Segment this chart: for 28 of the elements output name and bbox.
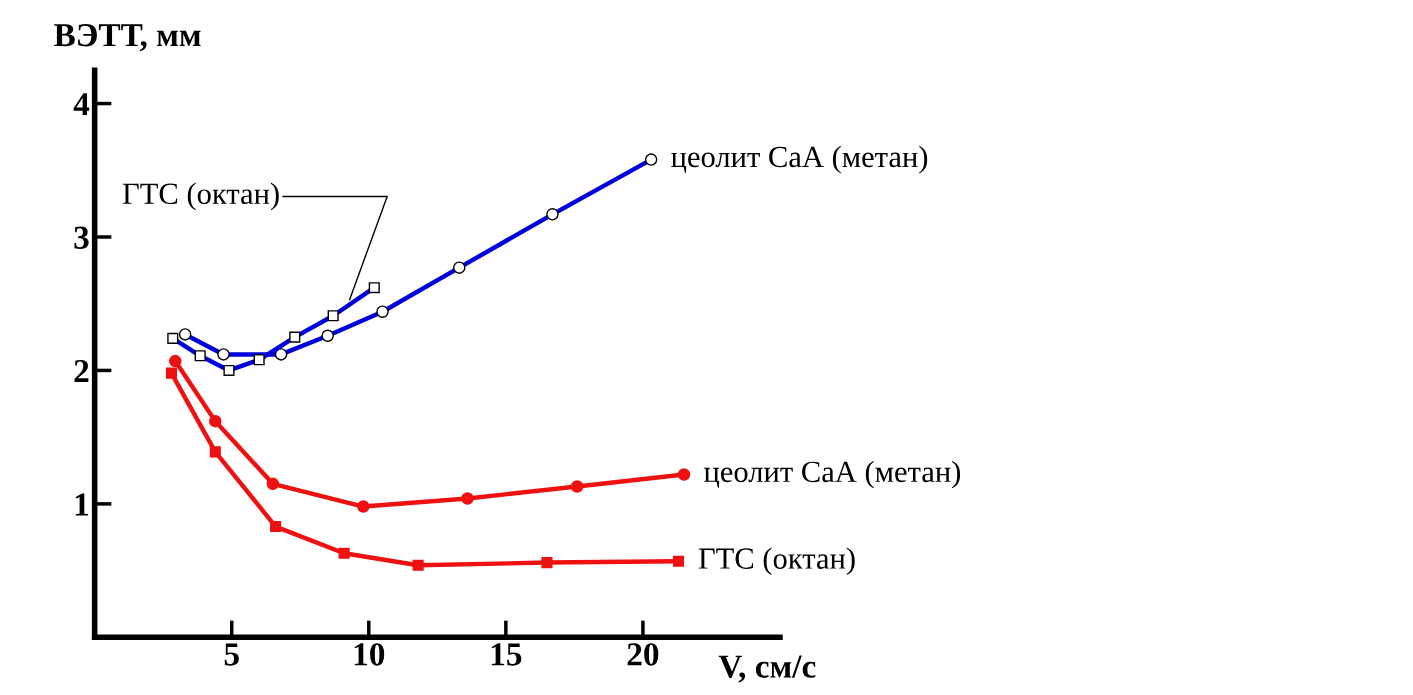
- y-tick-label: 2: [74, 359, 89, 382]
- y-axis-title: ВЭТТ, мм: [54, 24, 201, 52]
- series-label: ГТС (октан): [698, 547, 855, 576]
- point: [677, 468, 691, 481]
- point: [266, 477, 280, 491]
- point: [209, 414, 222, 428]
- x-axis-title: V, см/с: [718, 655, 816, 683]
- point: [357, 500, 370, 513]
- point: [541, 557, 553, 569]
- point: [412, 559, 424, 571]
- x-tick-label: 15: [491, 643, 522, 666]
- y-tick-label: 1: [75, 493, 89, 516]
- point: [672, 555, 685, 567]
- point: [338, 547, 350, 559]
- y-tick-label: 3: [74, 226, 89, 249]
- x-tick-label: 5: [224, 643, 239, 666]
- point: [209, 446, 221, 458]
- point: [270, 521, 282, 533]
- point: [570, 480, 584, 493]
- y-tick-label: 4: [73, 93, 90, 116]
- x-tick-label: 10: [354, 643, 385, 666]
- series-label: цеолит СаА (метан): [671, 145, 928, 174]
- point: [165, 367, 177, 379]
- point: [461, 492, 474, 505]
- point: [169, 354, 182, 368]
- series-label: цеолит СаА (метан): [704, 460, 961, 489]
- x-tick-label: 20: [627, 643, 659, 666]
- text: ГТС (октан): [122, 182, 279, 211]
